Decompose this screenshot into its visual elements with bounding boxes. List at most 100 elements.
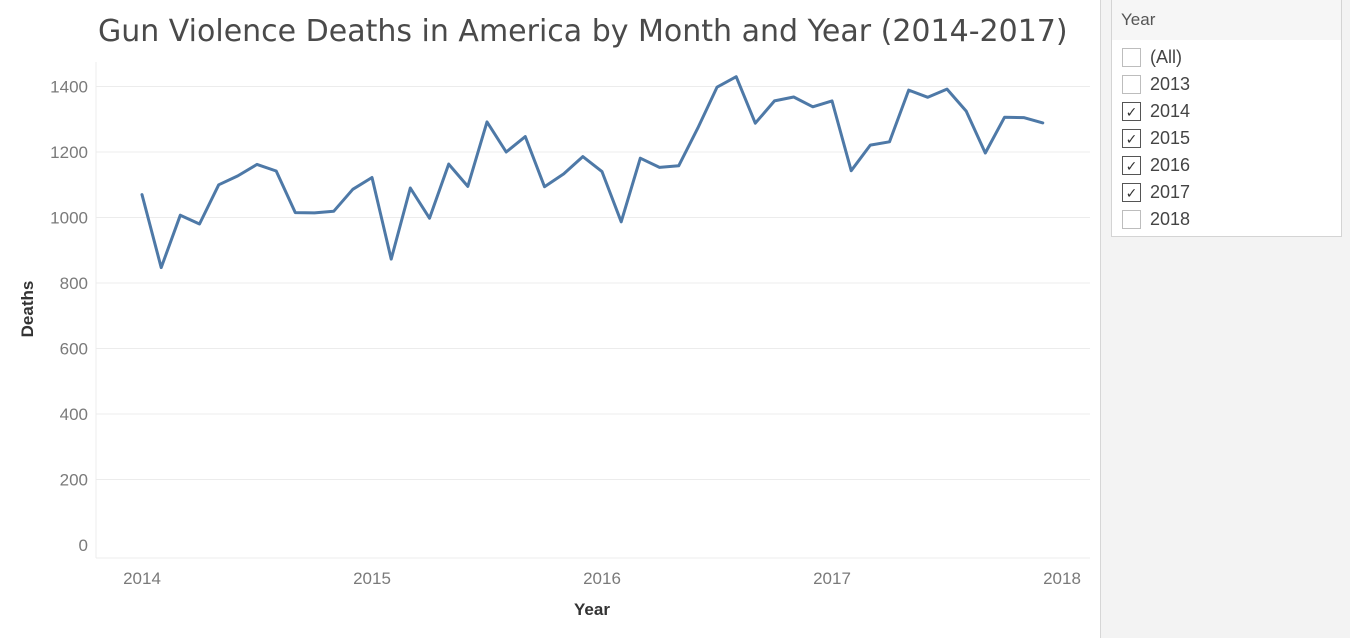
filter-item[interactable]: ✓ 2016 (1112, 152, 1341, 179)
y-tick-label: 1000 (50, 209, 88, 228)
data-point[interactable] (826, 95, 838, 107)
y-tick-label: 0 (79, 536, 88, 555)
data-point[interactable] (347, 183, 359, 195)
x-axis-ticks: 2014 2015 2016 2017 2018 (123, 569, 1081, 588)
filter-item[interactable]: 2018 (1112, 206, 1341, 233)
data-point[interactable] (979, 147, 991, 159)
data-point[interactable] (232, 170, 244, 182)
y-tick-label: 1200 (50, 143, 88, 162)
data-point[interactable] (884, 136, 896, 148)
checkmark-icon: ✓ (1125, 184, 1138, 201)
data-point[interactable] (730, 71, 742, 83)
data-point[interactable] (864, 139, 876, 151)
checkmark-icon: ✓ (1125, 103, 1138, 120)
data-point[interactable] (519, 131, 531, 143)
data-point[interactable] (366, 172, 378, 184)
data-point[interactable] (922, 91, 934, 103)
filter-item-label: 2016 (1150, 155, 1191, 175)
y-tick-label: 800 (60, 274, 88, 293)
year-checkbox[interactable] (1122, 48, 1141, 67)
y-tick-label: 600 (60, 340, 88, 359)
data-point[interactable] (596, 166, 608, 178)
x-axis-title: Year (574, 600, 610, 619)
checkmark-icon: ✓ (1125, 130, 1138, 147)
filter-item-label: 2013 (1150, 74, 1191, 94)
data-point[interactable] (251, 158, 263, 170)
data-point[interactable] (941, 83, 953, 95)
y-axis-title: Deaths (18, 281, 37, 338)
gridlines (96, 86, 1090, 480)
data-point[interactable] (1037, 117, 1049, 129)
data-point[interactable] (289, 207, 301, 219)
data-point[interactable] (328, 205, 340, 217)
data-point[interactable] (309, 207, 321, 219)
data-point[interactable] (424, 212, 436, 224)
data-point[interactable] (749, 117, 761, 129)
data-point[interactable] (404, 182, 416, 194)
data-point[interactable] (577, 151, 589, 163)
data-point[interactable] (634, 152, 646, 164)
filter-title: Year (1112, 0, 1341, 40)
data-point[interactable] (960, 105, 972, 117)
filter-item[interactable]: ✓ 2017 (1112, 179, 1341, 206)
data-point[interactable] (462, 180, 474, 192)
chart-area: Gun Violence Deaths in America by Month … (18, 14, 1090, 619)
filter-item-label: 2014 (1150, 101, 1191, 121)
x-tick-label: 2017 (813, 569, 851, 588)
x-tick-label: 2016 (583, 569, 621, 588)
filter-item-label: 2018 (1150, 209, 1191, 229)
filter-item[interactable]: (All) (1112, 44, 1341, 71)
data-point[interactable] (845, 165, 857, 177)
x-tick-label: 2018 (1043, 569, 1081, 588)
filter-item[interactable]: 2013 (1112, 71, 1341, 98)
year-checkbox[interactable]: ✓ (1122, 102, 1141, 121)
y-tick-label: 400 (60, 405, 88, 424)
side-panel: Year (All) 2013 ✓ 2014 ✓ 2015 ✓ 2016 ✓ 2017 2018 (1100, 0, 1350, 638)
year-checkbox[interactable] (1122, 210, 1141, 229)
year-filter-list: (All) 2013 ✓ 2014 ✓ 2015 ✓ 2016 ✓ 2017 2018 (1112, 40, 1341, 233)
year-checkbox[interactable]: ✓ (1122, 129, 1141, 148)
y-tick-label: 200 (60, 471, 88, 490)
data-point[interactable] (443, 158, 455, 170)
data-point[interactable] (558, 168, 570, 180)
y-axis-ticks: 0 200 400 600 800 1000 1200 1400 (50, 78, 88, 556)
filter-item-label: 2017 (1150, 182, 1191, 202)
data-point[interactable] (481, 116, 493, 128)
year-checkbox[interactable]: ✓ (1122, 183, 1141, 202)
data-point[interactable] (769, 95, 781, 107)
year-filter-card: Year (All) 2013 ✓ 2014 ✓ 2015 ✓ 2016 ✓ 2017 2018 (1111, 0, 1342, 237)
data-point[interactable] (155, 262, 167, 274)
x-tick-label: 2015 (353, 569, 391, 588)
data-point[interactable] (807, 101, 819, 113)
filter-item[interactable]: ✓ 2014 (1112, 98, 1341, 125)
data-point[interactable] (692, 122, 704, 134)
data-point[interactable] (788, 91, 800, 103)
data-point[interactable] (903, 84, 915, 96)
data-point[interactable] (136, 189, 148, 201)
data-point[interactable] (213, 179, 225, 191)
data-point[interactable] (673, 160, 685, 172)
filter-item-label: 2015 (1150, 128, 1191, 148)
data-point[interactable] (999, 111, 1011, 123)
series-line (140, 75, 1045, 270)
data-point[interactable] (654, 161, 666, 173)
data-point[interactable] (500, 146, 512, 158)
y-tick-label: 1400 (50, 78, 88, 97)
data-point[interactable] (270, 165, 282, 177)
data-point[interactable] (539, 181, 551, 193)
year-checkbox[interactable] (1122, 75, 1141, 94)
x-tick-label: 2014 (123, 569, 161, 588)
data-point[interactable] (711, 81, 723, 93)
filter-item[interactable]: ✓ 2015 (1112, 125, 1341, 152)
data-point[interactable] (1018, 112, 1030, 124)
filter-item-label: (All) (1150, 47, 1182, 67)
data-point[interactable] (615, 216, 627, 228)
data-point[interactable] (385, 253, 397, 265)
data-point[interactable] (174, 209, 186, 221)
chart-title: Gun Violence Deaths in America by Month … (98, 14, 1068, 49)
data-point[interactable] (194, 218, 206, 230)
series-layer (136, 71, 1049, 274)
year-checkbox[interactable]: ✓ (1122, 156, 1141, 175)
checkmark-icon: ✓ (1125, 157, 1138, 174)
